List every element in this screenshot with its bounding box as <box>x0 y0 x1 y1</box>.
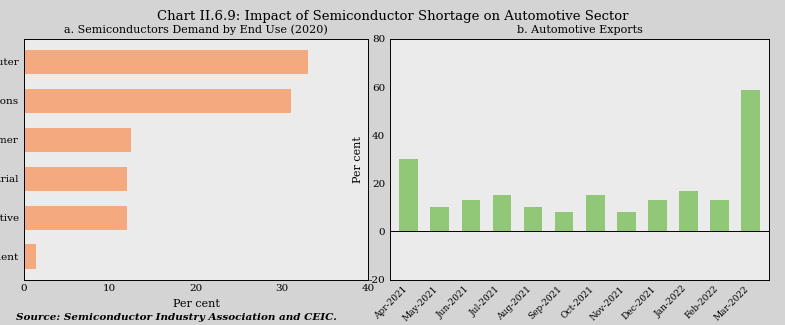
Bar <box>430 207 449 231</box>
Bar <box>741 89 760 231</box>
Bar <box>24 128 131 152</box>
Bar <box>24 50 308 74</box>
Bar <box>24 205 127 230</box>
Bar <box>493 195 511 231</box>
Bar <box>462 200 480 231</box>
Text: Chart II.6.9: Impact of Semiconductor Shortage on Automotive Sector: Chart II.6.9: Impact of Semiconductor Sh… <box>157 10 628 23</box>
Bar <box>24 244 36 268</box>
Bar <box>24 89 290 113</box>
Bar <box>24 167 127 191</box>
Bar <box>400 159 418 231</box>
Bar <box>524 207 542 231</box>
Title: b. Automotive Exports: b. Automotive Exports <box>517 25 643 35</box>
Bar <box>710 200 729 231</box>
Title: a. Semiconductors Demand by End Use (2020): a. Semiconductors Demand by End Use (202… <box>64 25 328 35</box>
Bar <box>617 212 636 231</box>
Text: Source: Semiconductor Industry Association and CEIC.: Source: Semiconductor Industry Associati… <box>16 313 337 322</box>
Bar <box>555 212 574 231</box>
Bar <box>586 195 604 231</box>
Bar <box>679 190 698 231</box>
Bar <box>648 200 666 231</box>
Y-axis label: Per cent: Per cent <box>353 136 363 183</box>
X-axis label: Per cent: Per cent <box>173 299 219 309</box>
